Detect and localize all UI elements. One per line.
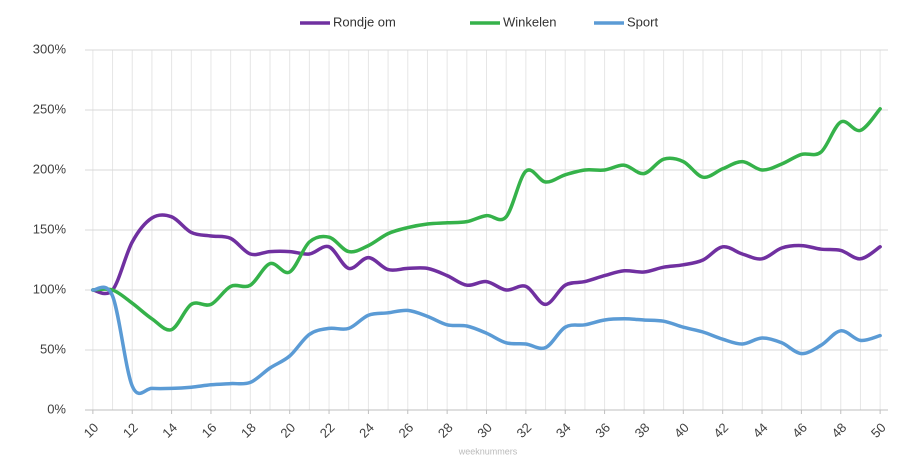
- series-line: [91, 285, 882, 396]
- y-tick-label: 0%: [47, 401, 66, 416]
- y-tick-label: 250%: [33, 101, 67, 116]
- y-tick-label: 200%: [33, 161, 67, 176]
- legend-text: Sport: [627, 14, 658, 29]
- y-tick-label: 50%: [40, 341, 66, 356]
- legend-text: Winkelen: [503, 14, 556, 29]
- y-tick-label: 100%: [33, 281, 67, 296]
- legend-text: Rondje om: [333, 14, 396, 29]
- y-tick-label: 300%: [33, 41, 67, 56]
- legend-item: Rondje om: [300, 14, 396, 29]
- series-line: [91, 213, 882, 307]
- y-tick-label: 150%: [33, 221, 67, 236]
- series-line: [91, 107, 882, 332]
- x-axis-title: weeknummers: [458, 446, 518, 456]
- legend-item: Sport: [594, 14, 658, 29]
- legend-item: Winkelen: [470, 14, 556, 29]
